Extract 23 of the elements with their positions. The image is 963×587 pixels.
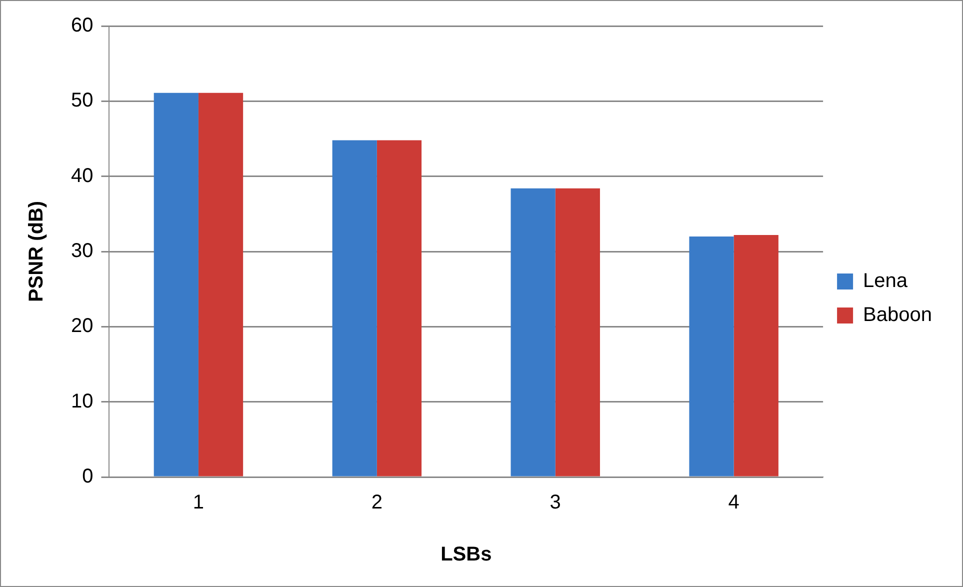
y-tick-label: 60	[70, 14, 94, 37]
bar	[198, 92, 244, 476]
x-tick-label: 3	[550, 492, 561, 514]
x-tick-label: 4	[728, 492, 740, 514]
bar	[376, 140, 422, 476]
y-tick-label: 0	[82, 466, 94, 488]
y-tick-label: 20	[70, 315, 94, 338]
bar	[154, 92, 198, 476]
bar	[734, 234, 778, 476]
bar	[555, 188, 600, 476]
bar	[332, 140, 377, 476]
y-tick-label: 50	[70, 90, 94, 112]
x-axis-title: LSBs	[440, 544, 492, 566]
bar	[689, 236, 734, 476]
x-tick-label: 2	[371, 492, 382, 514]
legend-label: Baboon	[863, 304, 932, 326]
y-tick-label: 30	[70, 240, 94, 262]
y-tick-label: 10	[70, 390, 94, 412]
legend-label: Lena	[863, 270, 908, 292]
y-axis-title: PSNR (dB)	[26, 200, 48, 302]
y-tick-label: 40	[70, 164, 94, 187]
x-tick-label: 1	[192, 492, 204, 514]
bar	[510, 188, 556, 476]
